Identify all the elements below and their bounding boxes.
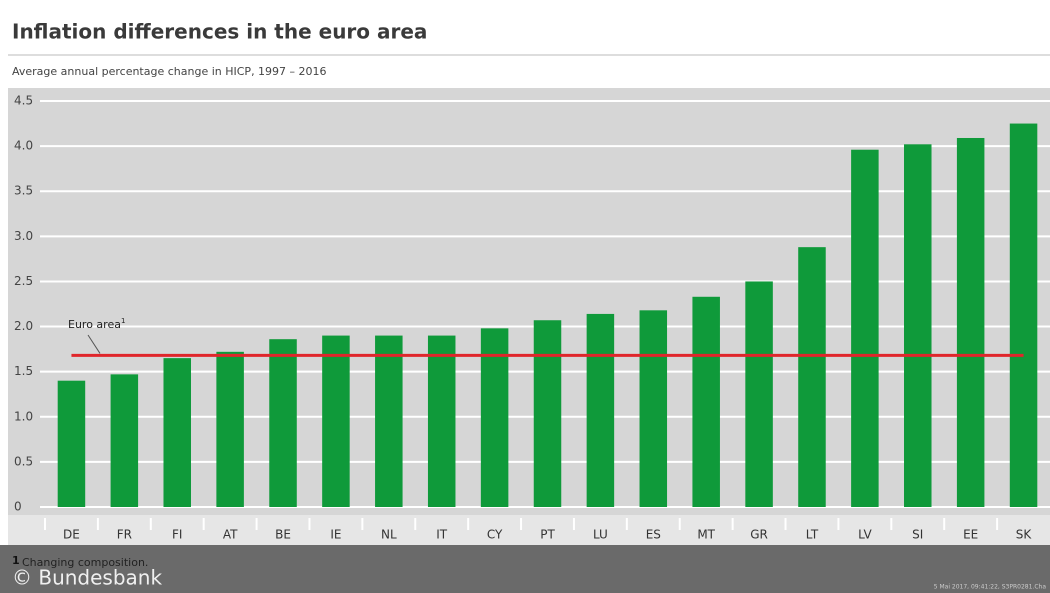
bar	[375, 335, 403, 507]
leader-line	[87, 334, 101, 354]
bar	[269, 339, 297, 507]
bar	[798, 247, 826, 507]
bar	[904, 144, 932, 507]
bar	[745, 281, 773, 507]
y-tick-label: 4.5	[14, 94, 33, 108]
bar	[163, 358, 191, 507]
x-tick-label: SK	[1016, 528, 1033, 542]
bar	[956, 137, 985, 508]
x-axis-strip	[8, 515, 1050, 545]
x-tick-label: FI	[172, 528, 182, 542]
bar	[692, 296, 720, 507]
y-tick-label: 2.5	[14, 274, 33, 288]
x-tick-label: LT	[806, 528, 819, 542]
bar	[322, 335, 350, 507]
x-tick-label: SI	[912, 528, 923, 542]
y-tick-label: 2.0	[14, 319, 33, 333]
bar	[586, 313, 615, 507]
stamp: 5 Mai 2017, 09:41:22, S3PR0281.Cha	[934, 584, 1047, 591]
bar	[427, 335, 456, 507]
chart-subtitle: Average annual percentage change in HICP…	[12, 65, 327, 78]
bar	[1009, 123, 1038, 508]
bar	[480, 328, 509, 507]
x-tick-label: AT	[223, 528, 238, 542]
reference-label-text: Euro area	[68, 318, 121, 331]
x-tick-label: BE	[275, 528, 291, 542]
footnote-mark: 1	[12, 554, 20, 567]
y-tick-label: 1.5	[14, 364, 33, 378]
x-tick-label: CY	[487, 528, 503, 542]
bar	[216, 351, 244, 507]
chart-title: Inflation differences in the euro area	[12, 20, 427, 44]
reference-label: Euro area1	[68, 317, 125, 331]
x-tick-label: LV	[858, 528, 872, 542]
footnote: Changing composition.	[22, 556, 148, 569]
x-tick-label: PT	[540, 528, 555, 542]
reference-label-mark: 1	[121, 317, 125, 325]
bar	[57, 380, 86, 507]
y-tick-label: 3.5	[14, 184, 33, 198]
y-tick-label: 3.0	[14, 229, 33, 243]
x-tick-label: ES	[646, 528, 661, 542]
y-tick-label: 4.0	[14, 139, 33, 153]
bar	[110, 374, 139, 507]
bar	[639, 310, 668, 507]
watermark: © Bundesbank	[12, 566, 162, 590]
footer	[0, 545, 1050, 593]
x-tick-label: LU	[593, 528, 608, 542]
y-tick-label: 0	[14, 500, 22, 514]
x-tick-label: DE	[63, 528, 80, 542]
x-tick-label: IT	[436, 528, 448, 542]
y-tick-label: 1.0	[14, 409, 33, 423]
x-tick-label: NL	[381, 528, 397, 542]
x-tick-label: GR	[750, 528, 768, 542]
x-tick-label: IE	[330, 528, 341, 542]
x-tick-label: FR	[117, 528, 132, 542]
x-tick-label: EE	[963, 528, 978, 542]
x-tick-label: MT	[697, 528, 715, 542]
bar	[851, 149, 879, 507]
y-tick-label: 0.5	[14, 454, 33, 468]
bar	[533, 320, 562, 507]
